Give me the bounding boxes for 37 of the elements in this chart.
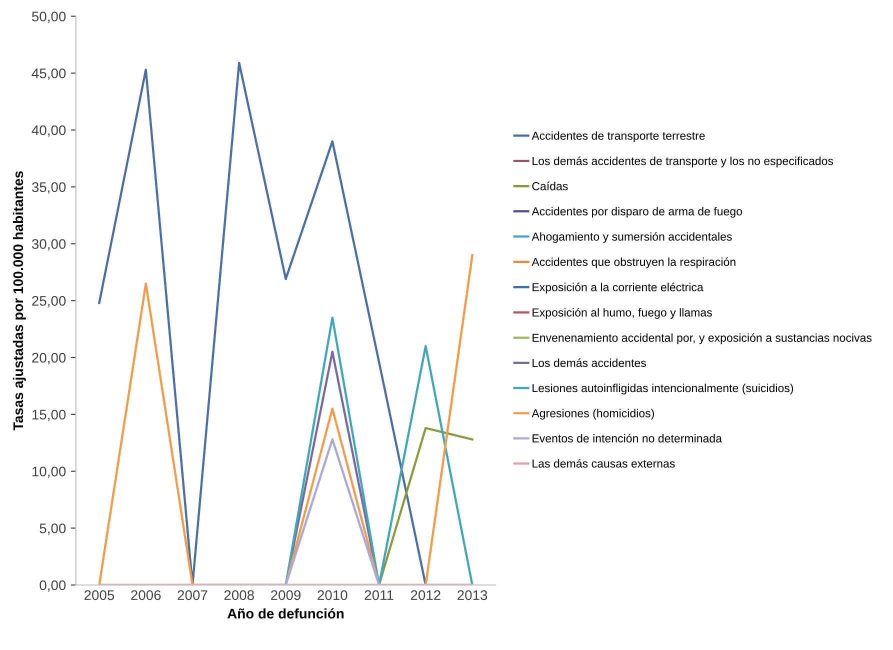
- x-tick-label: 2007: [178, 590, 208, 600]
- x-tick-label: 2010: [318, 590, 348, 600]
- y-tick-label: 35,00: [32, 182, 66, 194]
- legend-label: Eventos de intención no determinada: [532, 434, 722, 442]
- legend-label: Lesiones autoinfligidas intencionalmente (suicidios): [532, 384, 794, 394]
- y-tick-label: 45,00: [32, 68, 66, 80]
- y-tick-label: 15,00: [32, 410, 66, 422]
- legend-label: Envenenamiento accidental por, y exposición a sustancias nocivas: [532, 333, 872, 344]
- line-series: [98, 254, 474, 585]
- legend-label: Exposición a la corriente eléctrica: [532, 282, 704, 294]
- x-tick-label: 2011: [364, 590, 394, 600]
- legend-label: Ahogamiento y sumersión accidentales: [532, 232, 732, 243]
- x-axis-title: Año de defunción: [227, 608, 344, 619]
- legend-label: Accidentes que obstruyen la respiración: [532, 257, 736, 268]
- y-tick-label: 40,00: [32, 125, 66, 137]
- y-tick-label: 50,00: [32, 12, 66, 24]
- legend-label: Accidentes por disparo de arma de fuego: [532, 206, 742, 218]
- y-tick-label: 30,00: [32, 239, 66, 251]
- legend-label: Caídas: [532, 182, 568, 190]
- legend-label: Los demás accidentes de transporte y los no especificados: [532, 156, 834, 168]
- y-tick-label: 25,00: [32, 296, 66, 308]
- y-tick-label: 20,00: [32, 352, 66, 364]
- legend-label: Agresiones (homicidios): [532, 408, 654, 420]
- y-axis-title: Tasas ajustadas por 100.000 habitantes: [12, 171, 26, 430]
- legend-label: Los demás accidentes: [532, 358, 646, 368]
- x-tick-label: 2012: [410, 590, 440, 600]
- x-tick-label: 2005: [84, 590, 114, 600]
- y-tick-label: 0,00: [40, 580, 66, 592]
- y-tick-label: 5,00: [40, 523, 66, 535]
- x-tick-label: 2009: [271, 590, 301, 600]
- legend-label: Exposición al humo, fuego y llamas: [532, 308, 712, 319]
- x-tick-label: 2008: [224, 590, 254, 600]
- y-tick-label: 10,00: [32, 466, 66, 478]
- legend-label: Las demás causas externas: [532, 459, 675, 468]
- x-tick-label: 2013: [458, 590, 488, 600]
- legend-label: Accidentes de transporte terrestre: [532, 131, 705, 142]
- x-tick-label: 2006: [131, 590, 161, 600]
